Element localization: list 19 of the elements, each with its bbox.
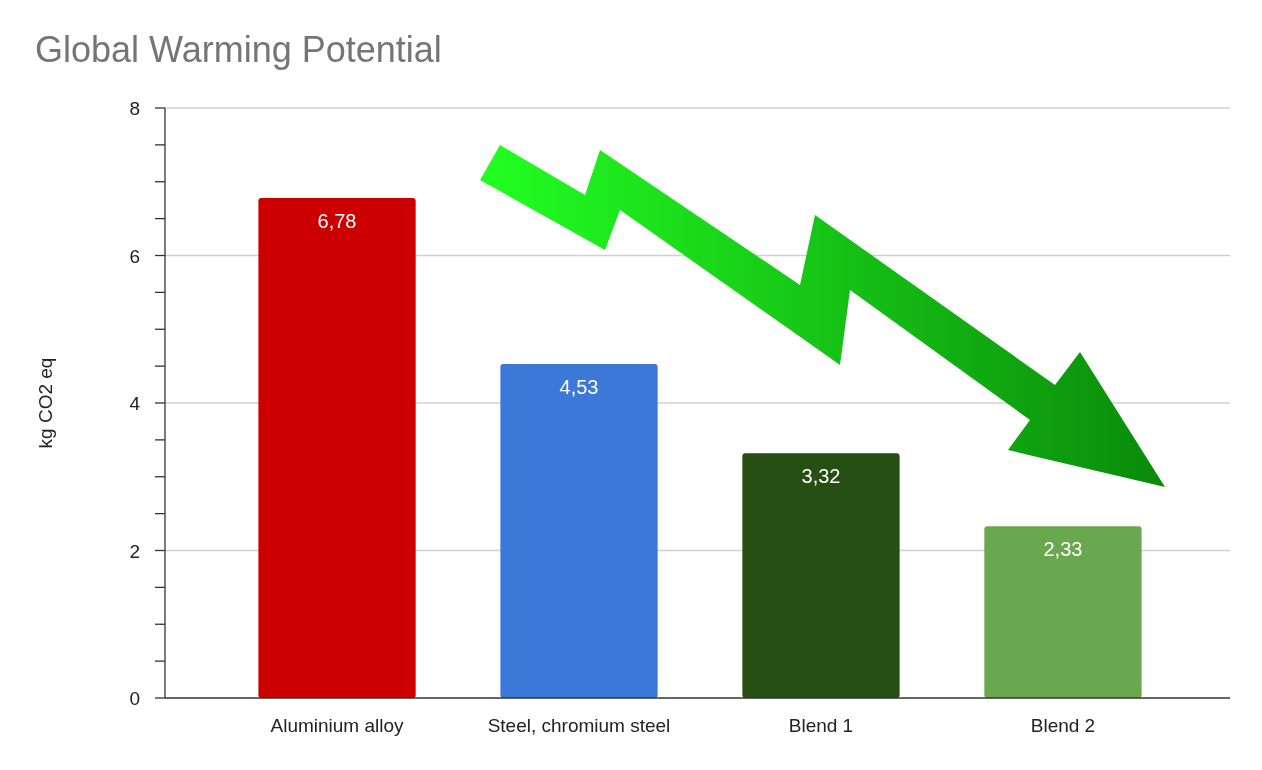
bar — [742, 453, 900, 698]
chart-title: Global Warming Potential — [35, 29, 442, 70]
y-tick-label: 2 — [129, 540, 140, 562]
data-label: 6,78 — [317, 209, 357, 232]
bar — [258, 197, 416, 698]
x-tick-label: Aluminium alloy — [270, 715, 405, 736]
x-tick-label: Blend 2 — [1030, 715, 1096, 736]
y-tick-label: 4 — [129, 393, 141, 414]
bar — [984, 526, 1142, 698]
x-tick-label: Steel, chromium steel — [487, 715, 671, 736]
data-label: 2,33 — [1043, 538, 1083, 561]
data-label: 3,32 — [801, 465, 841, 488]
bar — [500, 363, 658, 698]
y-axis-title: kg CO2 eq — [35, 357, 56, 449]
x-tick-label: Blend 1 — [788, 715, 854, 736]
y-tick-label: 6 — [129, 245, 140, 267]
data-label: 4,53 — [559, 375, 599, 398]
y-tick-label: 0 — [129, 688, 140, 709]
y-tick-label: 8 — [129, 98, 140, 119]
